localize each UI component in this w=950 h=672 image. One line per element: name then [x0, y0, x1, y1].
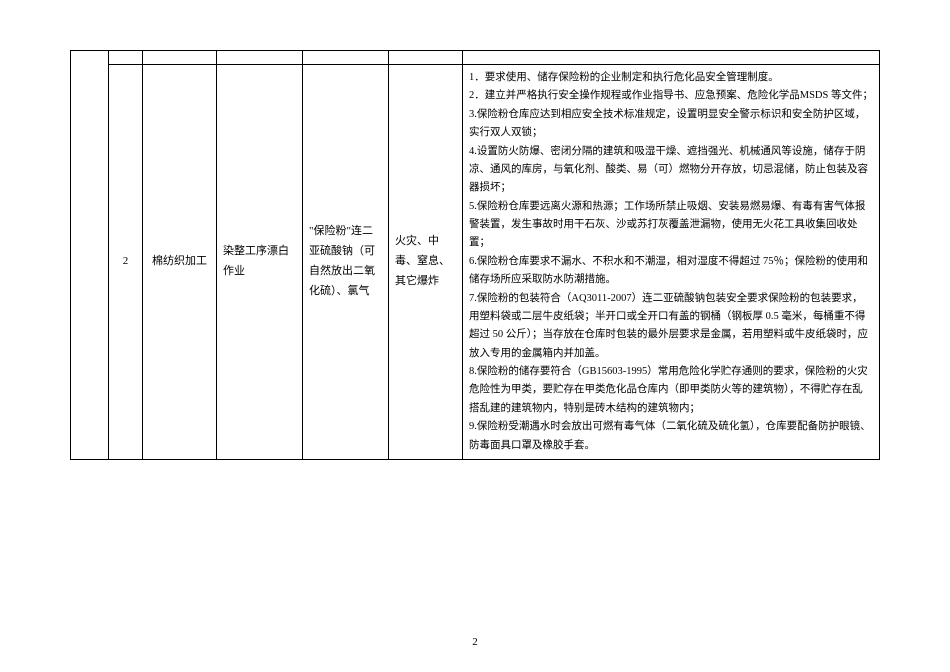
table-row: 2 棉纺织加工 染整工序漂白作业 "保险粉"连二亚硫酸钠（可自然放出二氧化硫）、… — [71, 65, 880, 460]
regulations-table: 2 棉纺织加工 染整工序漂白作业 "保险粉"连二亚硫酸钠（可自然放出二氧化硫）、… — [70, 50, 880, 460]
cell-chemical: "保险粉"连二亚硫酸钠（可自然放出二氧化硫）、氯气 — [303, 65, 389, 460]
document-table-wrapper: 2 棉纺织加工 染整工序漂白作业 "保险粉"连二亚硫酸钠（可自然放出二氧化硫）、… — [70, 50, 880, 460]
cell-blank — [109, 51, 143, 65]
cell-blank — [463, 51, 880, 65]
cell-index: 2 — [109, 65, 143, 460]
cell-category: 棉纺织加工 — [143, 65, 217, 460]
cell-requirements: 1．要求使用、储存保险粉的企业制定和执行危化品安全管理制度。2．建立并严格执行安… — [463, 65, 880, 460]
cell-blank — [217, 51, 303, 65]
cell-operation: 染整工序漂白作业 — [217, 65, 303, 460]
cell-blank — [389, 51, 463, 65]
cell-blank — [143, 51, 217, 65]
cell-hazard: 火灾、中毒、窒息、其它爆炸 — [389, 65, 463, 460]
table-row-blank — [71, 51, 880, 65]
page-number: 2 — [472, 636, 478, 648]
cell-blank — [303, 51, 389, 65]
cell-empty — [71, 51, 109, 460]
